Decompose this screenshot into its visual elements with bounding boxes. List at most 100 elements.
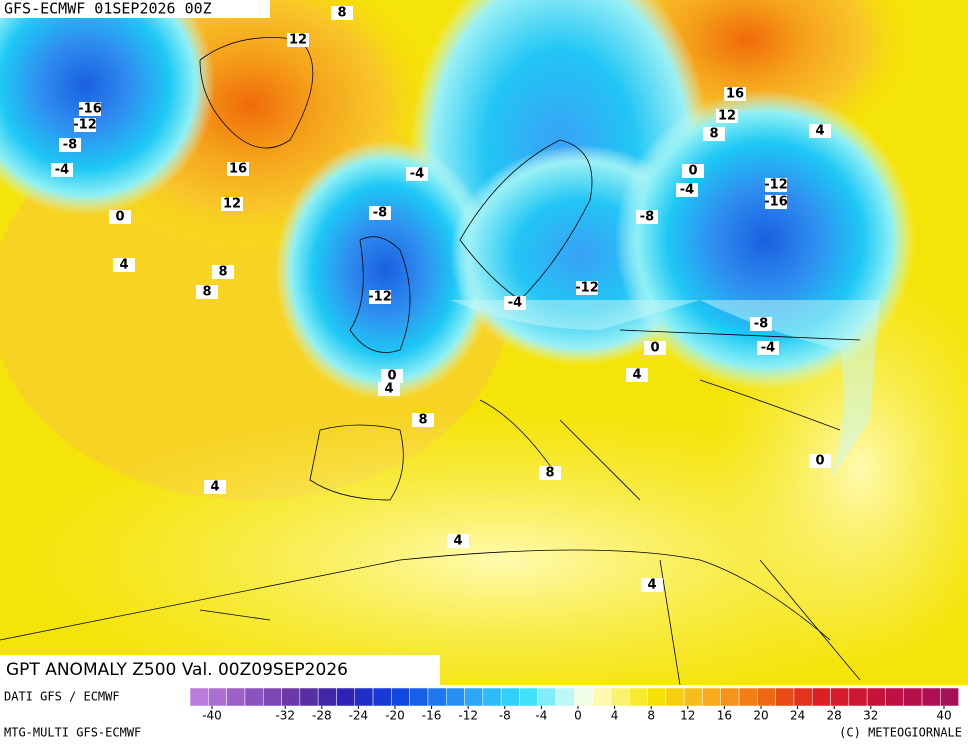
contour-label: 4: [453, 534, 462, 549]
colorbar-swatch: [427, 687, 447, 707]
contour-label: 0: [387, 369, 396, 384]
contour-label: 0: [815, 454, 824, 469]
colorbar-label: 32: [863, 709, 878, 723]
colorbar-swatch: [610, 687, 630, 707]
label-bg: [369, 290, 391, 304]
colorbar-swatch: [702, 687, 721, 707]
contour-label: 16: [726, 87, 744, 102]
label-bg: [682, 164, 704, 178]
colorbar-swatch: [537, 687, 557, 707]
label-bg: [703, 127, 725, 141]
colorbar-label: -20: [385, 709, 405, 723]
label-bg: [381, 369, 403, 383]
colorbar-swatch: [811, 687, 831, 707]
label-bg: [676, 183, 698, 197]
anomaly-area: [450, 300, 880, 480]
colorbar-label: 12: [680, 709, 695, 723]
colorbar-swatch: [409, 687, 429, 707]
label-bg: [504, 296, 526, 310]
colorbar-swatch: [189, 687, 209, 707]
colorbar-label: -8: [499, 709, 511, 723]
label-bg: [765, 195, 787, 209]
label-bg: [809, 454, 831, 468]
colorbar-swatch: [445, 687, 465, 707]
anomaly-area: [0, 0, 215, 215]
label-bg: [369, 206, 391, 220]
contour-label: 0: [115, 210, 124, 225]
colorbar-label: 0: [574, 709, 582, 723]
colorbar: -40 -32 -28 -24 -20 -16 -12 -8 -4 0 4 8 12 16 20 24 28 32…: [189, 687, 959, 723]
contour-label: -8: [63, 138, 77, 153]
colorbar-label: 4: [611, 709, 619, 723]
contour-label: 4: [647, 578, 656, 593]
colorbar-swatch: [921, 687, 941, 707]
colorbar-swatch: [555, 687, 575, 707]
contour-label: -4: [55, 163, 69, 178]
contour-label: 0: [650, 341, 659, 356]
footer-left-bottom: MTG-MULTI GFS-ECMWF: [4, 726, 141, 740]
label-bg: [757, 341, 779, 355]
colorbar-label: -12: [458, 709, 478, 723]
colorbar-swatch: [683, 687, 703, 707]
colorbar-label: -40: [202, 709, 222, 723]
colorbar-label: 28: [827, 709, 842, 723]
colorbar-label: -24: [349, 709, 369, 723]
contour-label: -12: [764, 178, 788, 193]
colorbar-swatch: [628, 687, 648, 707]
colorbar-swatch: [757, 687, 776, 707]
contour-label: 8: [202, 285, 211, 300]
colorbar-swatch: [372, 687, 392, 707]
colorbar-label: -4: [535, 709, 547, 723]
colorbar-swatch: [262, 687, 282, 707]
label-bg: [626, 368, 648, 382]
colorbar-swatch: [519, 687, 538, 707]
colorbar-swatch: [903, 687, 923, 707]
colorbar-swatch: [830, 687, 850, 707]
label-bg: [331, 6, 353, 20]
header-title: GFS-ECMWF 01SEP2026 00Z: [4, 0, 212, 18]
contour-label: -12: [575, 281, 599, 296]
label-bg: [412, 413, 434, 427]
contour-label: -16: [764, 195, 788, 210]
colorbar-swatch: [885, 687, 904, 707]
colorbar-swatch: [226, 687, 246, 707]
colorbar-swatch: [793, 687, 813, 707]
label-bg: [576, 281, 598, 295]
map-title: GPT ANOMALY Z500 Val. 00Z09SEP2026: [6, 660, 348, 680]
colorbar-swatch: [592, 687, 612, 707]
contour-label: 8: [337, 6, 346, 21]
contour-label: -8: [373, 206, 387, 221]
label-bg: [196, 285, 218, 299]
label-bg: [51, 163, 73, 177]
colorbar-label: -28: [312, 709, 332, 723]
label-bg: [641, 578, 663, 592]
label-bg: [378, 382, 400, 396]
colorbar-label: 24: [790, 709, 805, 723]
colorbar-swatch: [244, 687, 264, 707]
coastlines: [0, 37, 861, 686]
colorbar-label: -32: [275, 709, 295, 723]
contour-label: -12: [73, 118, 97, 133]
contour-label: 8: [709, 127, 718, 142]
label-bg: [539, 466, 561, 480]
colorbar-swatch: [464, 687, 484, 707]
colorbar-swatch: [738, 687, 758, 707]
contour-label: -16: [78, 102, 102, 117]
colorbar-swatch: [940, 687, 959, 707]
label-bg: [809, 124, 831, 138]
contour-label: 12: [223, 197, 241, 212]
colorbar-label: 20: [753, 709, 768, 723]
label-bg: [750, 317, 772, 331]
label-bg: [221, 197, 243, 211]
colorbar-swatch: [574, 687, 593, 707]
colorbar-swatch: [208, 687, 227, 707]
map-title-box: [0, 655, 440, 685]
contour-label: 8: [418, 413, 427, 428]
colorbar-label: 8: [647, 709, 655, 723]
label-bg: [716, 109, 738, 123]
label-bg: [447, 534, 469, 548]
contour-label: 4: [632, 368, 641, 383]
colorbar-label: -16: [422, 709, 442, 723]
footer-left-top: DATI GFS / ECMWF: [4, 690, 120, 704]
